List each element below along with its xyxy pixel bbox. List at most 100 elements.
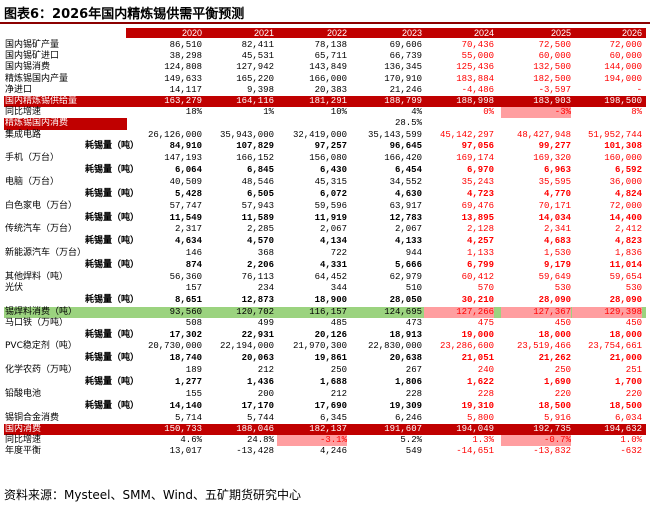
cell: 69,476 (461, 200, 494, 211)
row-label: 同比增速 (5, 107, 42, 118)
cell: 194,049 (456, 423, 494, 434)
table-row: 白色家电（万台） 57,747 57,943 59,596 63,917 69,476 70… (4, 201, 646, 212)
cell (204, 118, 274, 129)
cell: 8,651 (174, 294, 202, 305)
row-label: 耗锡量（吨） (85, 212, 140, 223)
cell: 192,735 (533, 423, 571, 434)
cell: 96,645 (389, 141, 422, 152)
cell: 250 (330, 365, 347, 376)
cell: 183,903 (533, 96, 571, 107)
cell: 9,179 (543, 259, 571, 270)
cell: 549 (405, 446, 422, 457)
cell: 76,113 (241, 271, 274, 282)
cell: - (636, 84, 642, 95)
title-divider (0, 22, 650, 24)
cell: 485 (330, 317, 347, 328)
cell: 18,500 (538, 400, 571, 411)
cell: 4.6% (180, 434, 202, 445)
cell: 570 (477, 282, 494, 293)
cell: 59,654 (609, 271, 642, 282)
cell: 1,836 (614, 248, 642, 259)
cell: 20,063 (241, 353, 274, 364)
row-label: 年度平衡 (5, 446, 42, 457)
row-label: PVC稳定剂（吨） (5, 341, 77, 352)
table-row: 同比增速 4.6% 24.8% -3.1% 5.2% 1.3% -0.7% 1.0% (4, 434, 646, 446)
cell: 99,277 (538, 141, 571, 152)
cell: 2,206 (246, 259, 274, 270)
cell: 530 (625, 282, 642, 293)
cell: 20,638 (389, 353, 422, 364)
cell (501, 118, 571, 129)
cell: 5,916 (543, 412, 571, 423)
table-row: 铅酸电池 155 200 212 228 228 220 220 (4, 389, 646, 400)
cell: 1,530 (543, 248, 571, 259)
cell: 189 (185, 365, 202, 376)
cell: 194,632 (604, 423, 642, 434)
row-label: 集成电路 (5, 129, 42, 140)
cell: 4,683 (543, 236, 571, 247)
table-row: 其他焊料（吨） 56,360 76,113 64,452 62,979 60,412 59,… (4, 272, 646, 283)
cell: 65,711 (314, 51, 347, 62)
cell: 6,345 (319, 412, 347, 423)
cell: 194,000 (604, 73, 642, 84)
cell: 18,740 (169, 353, 202, 364)
cell: 6,970 (466, 165, 494, 176)
cell: 2,128 (466, 224, 494, 235)
row-label: 精炼锡国内产量 (5, 73, 69, 84)
cell: 1,277 (174, 377, 202, 387)
cell: -3% (501, 107, 571, 119)
cell: 14,117 (169, 84, 202, 95)
table-row: 国内锡消费 124,808 127,942 143,849 136,345 125,436… (4, 62, 646, 73)
cell: 17,170 (241, 400, 274, 411)
cell: 97,056 (461, 141, 494, 152)
cell: 1,806 (394, 377, 422, 387)
table-row: 国内消费 150,733 188,046 182,137 191,607 194,049 1… (4, 423, 646, 435)
cell: 6,064 (174, 165, 202, 176)
row-label: 马口铁（万吨） (5, 317, 69, 328)
cell: 21,262 (538, 353, 571, 364)
cell: 124,808 (164, 62, 202, 73)
cell: 56,360 (169, 271, 202, 282)
cell: 510 (405, 282, 422, 293)
cell: 78,138 (314, 40, 347, 51)
cell: 170,910 (384, 73, 422, 84)
cell: 2,067 (394, 224, 422, 235)
cell: 84,910 (169, 141, 202, 152)
table-row: PVC稳定剂（吨） 20,730,000 22,194,000 21,970,300 2… (4, 341, 646, 352)
cell: 722 (330, 248, 347, 259)
cell: 60,000 (538, 51, 571, 62)
cell: 51,952,744 (587, 129, 642, 140)
cell: 450 (554, 317, 571, 328)
cell: 4,824 (614, 188, 642, 199)
supply-demand-table: 2020 2021 2022 2023 2024 2025 2026 国内锡矿产量 86,510… (4, 28, 646, 457)
source-note: 资料来源：Mysteel、SMM、Wind、五矿期货研究中心 (4, 488, 301, 502)
cell: 1.3% (472, 434, 494, 445)
tin-usage-row: 耗锡量（吨） 874 2,206 4,331 5,666 6,799 9,179 11,014 (4, 259, 646, 272)
cell: 20,383 (314, 84, 347, 95)
row-label: 锡铜合金消费 (5, 412, 60, 423)
cell: 48,427,948 (516, 129, 571, 140)
cell: 212 (330, 388, 347, 399)
cell: 6,505 (246, 188, 274, 199)
cell: 28,090 (538, 294, 571, 305)
cell: 181,291 (309, 96, 347, 107)
cell: 22,830,000 (367, 341, 422, 352)
cell: 4,570 (246, 236, 274, 247)
cell: -4,486 (461, 84, 494, 95)
row-label: 国内锡矿产量 (5, 40, 60, 51)
table-row: 马口铁（万吨） 508 499 485 473 475 450 450 (4, 318, 646, 329)
cell: 14,140 (169, 400, 202, 411)
cell: 60,000 (609, 51, 642, 62)
cell: 4,770 (543, 188, 571, 199)
tin-usage-row: 耗锡量（吨） 4,634 4,570 4,134 4,133 4,257 4,683 4,82… (4, 235, 646, 248)
cell: 70,171 (538, 200, 571, 211)
cell: 45,531 (241, 51, 274, 62)
cell: -632 (620, 446, 642, 457)
cell: 11,589 (241, 212, 274, 223)
cell: 1,690 (543, 377, 571, 387)
cell: 13,017 (169, 446, 202, 457)
cell: 4,634 (174, 236, 202, 247)
cell: -13,832 (533, 446, 571, 457)
cell: 4,823 (614, 236, 642, 247)
tin-usage-row: 耗锡量（吨） 5,428 6,505 6,072 4,630 4,723 4,770 4,82… (4, 188, 646, 201)
